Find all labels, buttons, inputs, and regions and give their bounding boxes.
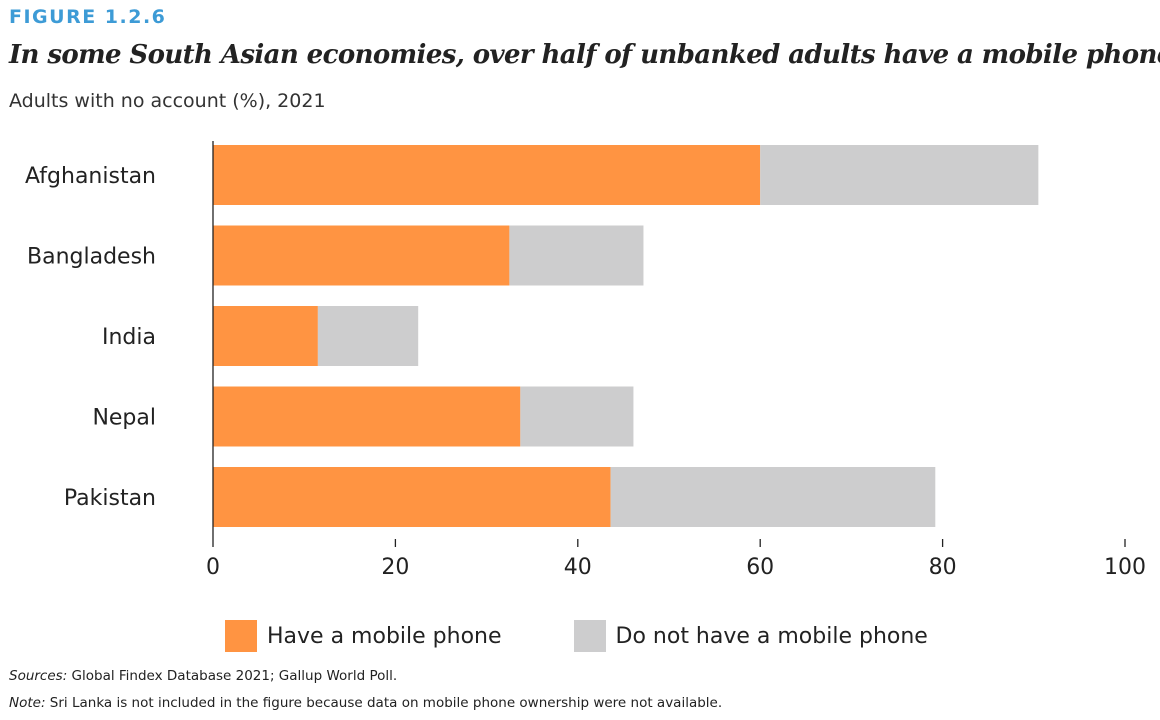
bar-no-phone: [760, 145, 1039, 205]
bar-chart: Afghanistan Bangladesh India Nepal Pakistan 0…: [25, 141, 1146, 580]
legend-label-have-phone: Have a mobile phone: [267, 623, 502, 649]
chart-title: In some South Asian economies, over half…: [9, 40, 1160, 70]
sources-label: Sources:: [9, 668, 68, 684]
x-tick-label: 80: [929, 555, 957, 580]
bar-no-phone: [509, 225, 644, 286]
category-label: Nepal: [92, 406, 156, 431]
bar-no-phone: [610, 467, 936, 527]
legend-swatch-have-phone: [225, 620, 257, 652]
sources-text: Global Findex Database 2021; Gallup Worl…: [67, 668, 398, 684]
legend-item-have-phone: Have a mobile phone: [225, 620, 502, 652]
x-tick-label: 0: [206, 555, 220, 580]
bar-no-phone: [520, 386, 634, 447]
legend-item-no-phone: Do not have a mobile phone: [573, 620, 928, 652]
figure-label: FIGURE 1.2.6: [9, 6, 167, 28]
bar-have-phone: [213, 225, 510, 286]
x-tick-label: 60: [746, 555, 774, 580]
chart-legend: Have a mobile phone Do not have a mobile…: [225, 620, 928, 652]
x-tick-label: 20: [381, 555, 409, 580]
bar-have-phone: [213, 306, 318, 366]
bar-no-phone: [317, 306, 419, 366]
category-label: Afghanistan: [25, 164, 156, 189]
category-label: Bangladesh: [27, 245, 156, 270]
x-tick-label: 40: [564, 555, 592, 580]
legend-swatch-no-phone: [573, 620, 606, 652]
note-label: Note:: [9, 695, 46, 711]
sources-note: Sources: Global Findex Database 2021; Ga…: [9, 668, 397, 684]
category-label: India: [102, 325, 156, 350]
category-label: Pakistan: [64, 486, 156, 511]
legend-label-no-phone: Do not have a mobile phone: [615, 623, 928, 649]
note-text: Sri Lanka is not included in the figure …: [45, 695, 723, 711]
x-tick-label: 100: [1104, 555, 1146, 580]
bar-have-phone: [213, 386, 521, 447]
bar-have-phone: [213, 145, 761, 205]
bar-have-phone: [213, 467, 611, 527]
footnote: Note: Sri Lanka is not included in the f…: [9, 695, 722, 711]
chart-subtitle: Adults with no account (%), 2021: [9, 90, 326, 112]
